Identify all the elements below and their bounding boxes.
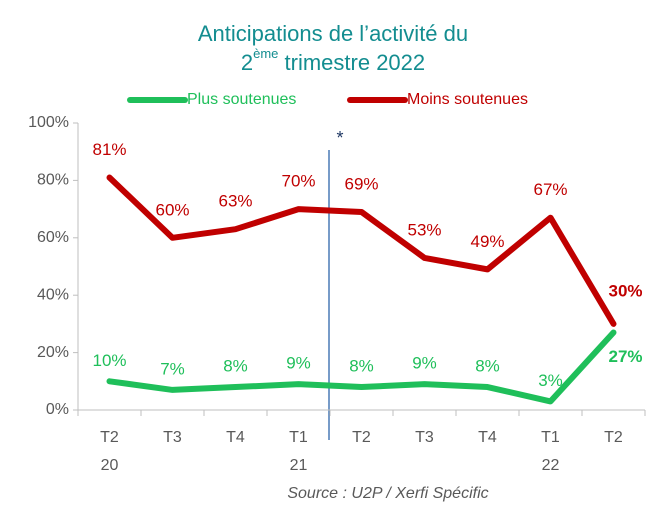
title-part: trimestre 2022 [278, 50, 425, 75]
x-tick-label: T4 [478, 429, 497, 446]
chart-title: Anticipations de l’activité du [198, 21, 468, 46]
y-tick-label: 100% [28, 114, 69, 131]
data-label: 8% [349, 357, 374, 376]
y-tick-label: 20% [37, 344, 69, 361]
data-label: 49% [470, 232, 504, 251]
y-tick-label: 60% [37, 229, 69, 246]
source: Source : U2P / Xerfi Spécific [287, 485, 488, 502]
data-label: 8% [223, 357, 248, 376]
data-label: 9% [412, 354, 437, 373]
series-line [106, 329, 617, 405]
data-label: 81% [92, 140, 126, 159]
x-tick-label: T2 [100, 429, 119, 446]
x-tick-label: T2 [604, 429, 623, 446]
x-tick-label: T3 [415, 429, 434, 446]
x-year-label: 21 [290, 457, 308, 474]
x-tick-label: T1 [541, 429, 560, 446]
x-tick-label: T2 [352, 429, 371, 446]
data-label: 7% [160, 359, 185, 378]
data-label: 9% [286, 354, 311, 373]
data-label: 10% [92, 351, 126, 370]
y-tick-label: 40% [37, 286, 69, 303]
data-label: 8% [475, 357, 500, 376]
legend-label: Moins soutenues [407, 91, 528, 108]
legend-label: Plus soutenues [187, 91, 296, 108]
data-label: 70% [281, 172, 315, 191]
data-label: 60% [155, 200, 189, 219]
data-label: 67% [533, 180, 567, 199]
x-tick-label: T3 [163, 429, 182, 446]
x-year-label: 20 [101, 457, 119, 474]
chart-title: 2ème trimestre 2022 [241, 46, 425, 74]
x-tick-label: T4 [226, 429, 245, 446]
y-tick-label: 0% [46, 401, 69, 418]
series-line [106, 174, 617, 327]
data-label: 3% [538, 371, 563, 390]
data-label: 69% [344, 174, 378, 193]
title-sup: ème [253, 46, 278, 61]
x-tick-label: T1 [289, 429, 308, 446]
data-label: 30% [608, 281, 642, 300]
title-part: 2 [241, 50, 253, 75]
data-label: 27% [608, 347, 642, 366]
data-label: 53% [407, 220, 441, 239]
data-label: 63% [218, 192, 252, 211]
x-year-label: 22 [542, 457, 560, 474]
y-tick-label: 80% [37, 172, 69, 189]
annotation: * [336, 128, 343, 148]
